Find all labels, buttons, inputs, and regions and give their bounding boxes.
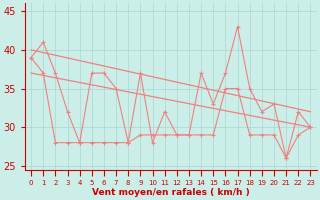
X-axis label: Vent moyen/en rafales ( km/h ): Vent moyen/en rafales ( km/h ) — [92, 188, 250, 197]
